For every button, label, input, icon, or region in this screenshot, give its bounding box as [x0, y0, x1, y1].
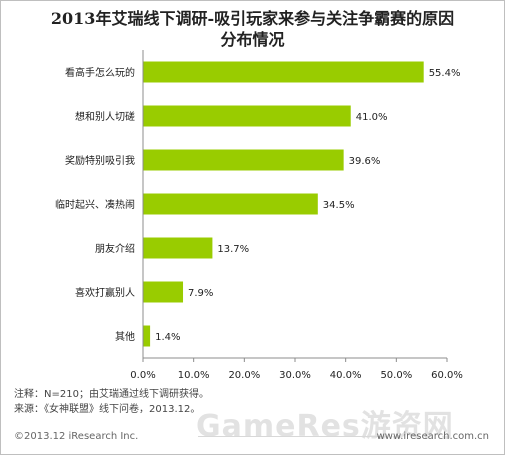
value-label: 39.6%: [349, 156, 381, 167]
category-label: 朋友介绍: [95, 242, 135, 255]
chart-title: 2013年艾瑞线下调研-吸引玩家来参与关注争霸赛的原因 分布情况: [0, 8, 505, 50]
bar: [143, 193, 318, 215]
x-tick-label: 10.0%: [178, 370, 210, 381]
bar: [143, 281, 184, 303]
x-tick-label: 30.0%: [279, 370, 311, 381]
website-text: www.iresearch.com.cn: [376, 431, 489, 442]
value-label: 55.4%: [429, 68, 461, 79]
value-label: 41.0%: [356, 112, 388, 123]
value-label: 1.4%: [155, 332, 180, 343]
chart-title-line-2: 分布情况: [220, 30, 285, 49]
bar: [143, 237, 213, 259]
copyright-text: ©2013.12 iResearch Inc.: [14, 431, 139, 442]
chart-title-line-1: 2013年艾瑞线下调研-吸引玩家来参与关注争霸赛的原因: [50, 9, 455, 28]
x-tick-label: 40.0%: [330, 370, 362, 381]
x-tick-label: 60.0%: [431, 370, 463, 381]
bar: [143, 61, 424, 83]
category-label: 临时起兴、凑热闹: [55, 198, 135, 211]
bar: [143, 149, 344, 171]
category-label: 看高手怎么玩的: [65, 66, 135, 79]
category-label: 奖励特别吸引我: [65, 154, 135, 167]
bar: [143, 325, 151, 347]
value-label: 13.7%: [217, 244, 249, 255]
category-label: 其他: [115, 330, 135, 343]
value-label: 34.5%: [323, 200, 355, 211]
watermark-logo: GameRes游资网: [196, 409, 454, 444]
x-tick-label: 50.0%: [380, 370, 412, 381]
footnote-source: 来源：《女神联盟》线下问卷，2013.12。: [14, 404, 201, 415]
category-label: 喜欢打赢别人: [75, 286, 135, 299]
footnote-note: 注释：N=210；由艾瑞通过线下调研获得。: [14, 389, 209, 400]
x-tick-label: 20.0%: [228, 370, 260, 381]
category-label: 想和别人切磋: [75, 110, 135, 123]
value-label: 7.9%: [188, 288, 213, 299]
bar: [143, 105, 351, 127]
watermark-divider: [198, 436, 386, 437]
x-tick-label: 0.0%: [130, 370, 155, 381]
